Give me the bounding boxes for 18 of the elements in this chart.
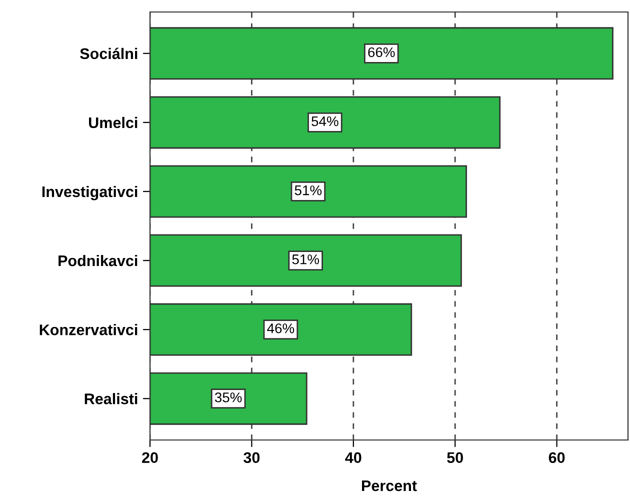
data-label: 66%	[368, 47, 395, 58]
y-tick-label: Konzervativci	[40, 324, 138, 336]
x-tick-label: 60	[548, 452, 565, 464]
x-tick-label: 20	[142, 452, 158, 464]
x-tick-label: 30	[244, 452, 260, 464]
y-tick-label: Investigativci	[42, 186, 138, 200]
y-tick-label: Umelci	[89, 116, 138, 128]
data-label: 54%	[312, 116, 338, 126]
x-tick-label: 40	[345, 452, 362, 464]
x-tick-label: 50	[447, 452, 463, 464]
y-tick-label: Podnikavci	[58, 254, 138, 266]
x-axis-title: Percent	[362, 480, 417, 492]
data-label: 46%	[267, 323, 294, 334]
data-label: 51%	[294, 185, 322, 196]
y-tick-label: Sociálni	[80, 48, 138, 60]
y-tick-label: Realisti	[84, 393, 138, 404]
data-label: 51%	[292, 254, 320, 264]
data-label: 35%	[214, 392, 242, 402]
